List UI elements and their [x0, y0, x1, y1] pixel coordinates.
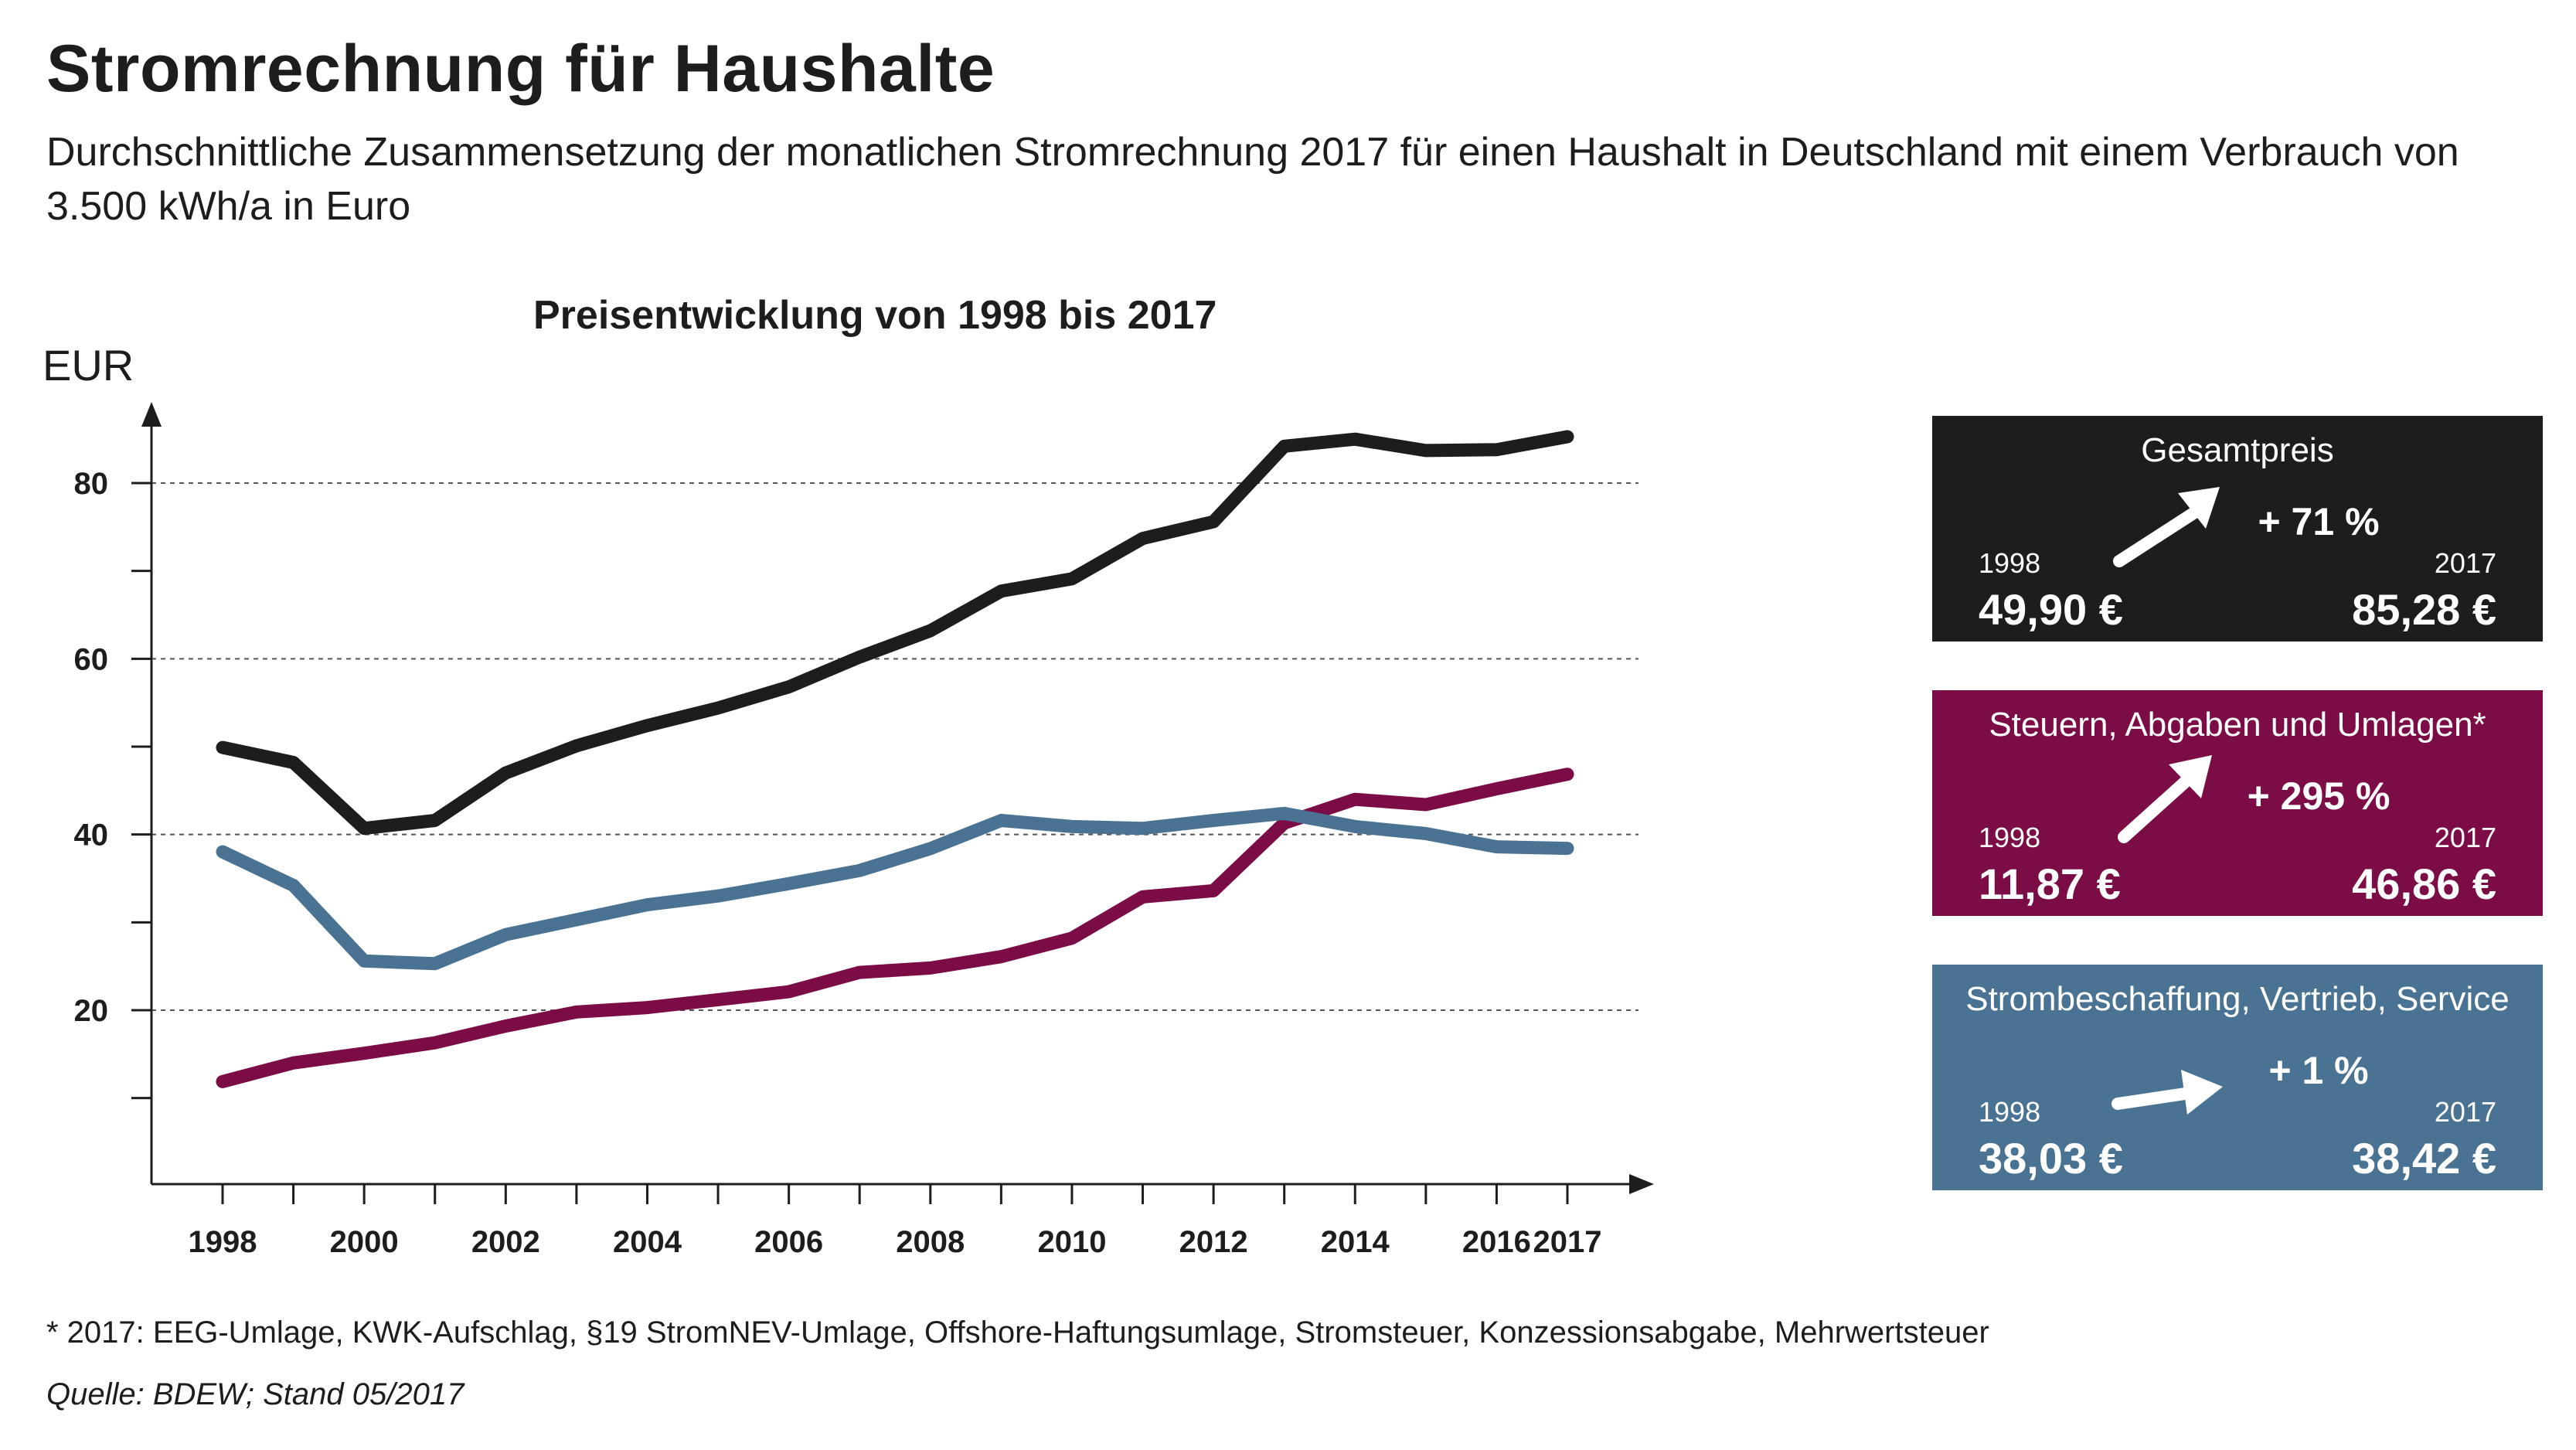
x-tick-label: 1998 [189, 1225, 257, 1259]
summary-panel-strombeschaffung: Strombeschaffung, Vertrieb, Service + 1 … [1932, 965, 2543, 1190]
panel-year-end: 2017 [2434, 822, 2496, 853]
panel-title: Steuern, Abgaben und Umlagen* [1989, 706, 2486, 744]
x-tick-label: 2012 [1179, 1225, 1248, 1259]
summary-panel-gesamtpreis: Gesamtpreis + 71 % 1998 2017 49,90 € 85,… [1932, 416, 2543, 642]
arrow-right-slight-icon [2112, 1070, 2223, 1115]
panel-title: Gesamtpreis [2141, 431, 2334, 469]
x-tick-label: 2000 [330, 1225, 399, 1259]
y-tick-label: 80 [74, 467, 109, 501]
y-tick-label: 40 [74, 819, 109, 853]
x-tick-label: 2004 [613, 1225, 682, 1259]
footnote: * 2017: EEG-Umlage, KWK-Aufschlag, §19 S… [46, 1316, 1989, 1350]
panel-value-start: 11,87 € [1979, 859, 2121, 908]
panel-change: + 71 % [2258, 500, 2380, 543]
x-tick-label: 2002 [471, 1225, 540, 1259]
tick-labels: 20 40 60 80 1998 2000 2002 2004 2006 2008 2010 2012… [74, 467, 1602, 1259]
panel-year-start: 1998 [1979, 1096, 2041, 1128]
panel-value-end: 85,28 € [2352, 585, 2496, 634]
series-line-gesamtpreis [216, 430, 1574, 836]
x-tick-label: 2014 [1321, 1225, 1390, 1259]
panel-title: Strombeschaffung, Vertrieb, Service [1965, 980, 2510, 1018]
series-lines [216, 430, 1574, 1088]
panel-year-end: 2017 [2434, 547, 2496, 579]
panel-change: + 295 % [2247, 774, 2391, 818]
x-tick-label: 2008 [896, 1225, 965, 1259]
panel-year-end: 2017 [2434, 1096, 2496, 1128]
chart-title: Preisentwicklung von 1998 bis 2017 [533, 293, 1217, 338]
series-line-steuern-abgaben-und-umlagen [216, 768, 1574, 1088]
y-axis-arrowhead [141, 402, 162, 427]
x-tick-label: 2010 [1037, 1225, 1106, 1259]
x-axis-arrowhead [1629, 1174, 1654, 1194]
line-chart: 20 40 60 80 1998 2000 2002 2004 2006 2008 2010 2012… [74, 402, 1654, 1259]
panel-year-start: 1998 [1979, 822, 2041, 853]
page-title: Stromrechnung für Haushalte [46, 32, 995, 106]
y-axis-label: EUR [43, 341, 134, 390]
source-note: Quelle: BDEW; Stand 05/2017 [46, 1377, 464, 1411]
y-tick-label: 20 [74, 994, 109, 1028]
panel-year-start: 1998 [1979, 547, 2041, 579]
panel-value-start: 49,90 € [1979, 585, 2123, 634]
panel-value-end: 38,42 € [2352, 1134, 2496, 1183]
series-line-strombeschaffung-vertrieb-service [216, 806, 1574, 971]
page-subtitle: Durchschnittliche Zusammensetzung der mo… [46, 130, 2459, 229]
axes [131, 402, 1654, 1204]
y-tick-label: 60 [74, 642, 109, 676]
grid-lines [151, 482, 1638, 1011]
summary-panel-steuern: Steuern, Abgaben und Umlagen* + 295 % 19… [1932, 690, 2543, 916]
arrow-up-right-steep-icon [2118, 755, 2212, 843]
x-tick-label: 2016 [1462, 1225, 1531, 1259]
panel-value-start: 38,03 € [1979, 1134, 2123, 1183]
x-tick-label: 2006 [754, 1225, 823, 1259]
x-tick-label: 2017 [1533, 1225, 1602, 1259]
arrow-up-right-icon [2113, 487, 2220, 567]
panel-value-end: 46,86 € [2352, 859, 2496, 908]
panel-change: + 1 % [2268, 1049, 2369, 1092]
